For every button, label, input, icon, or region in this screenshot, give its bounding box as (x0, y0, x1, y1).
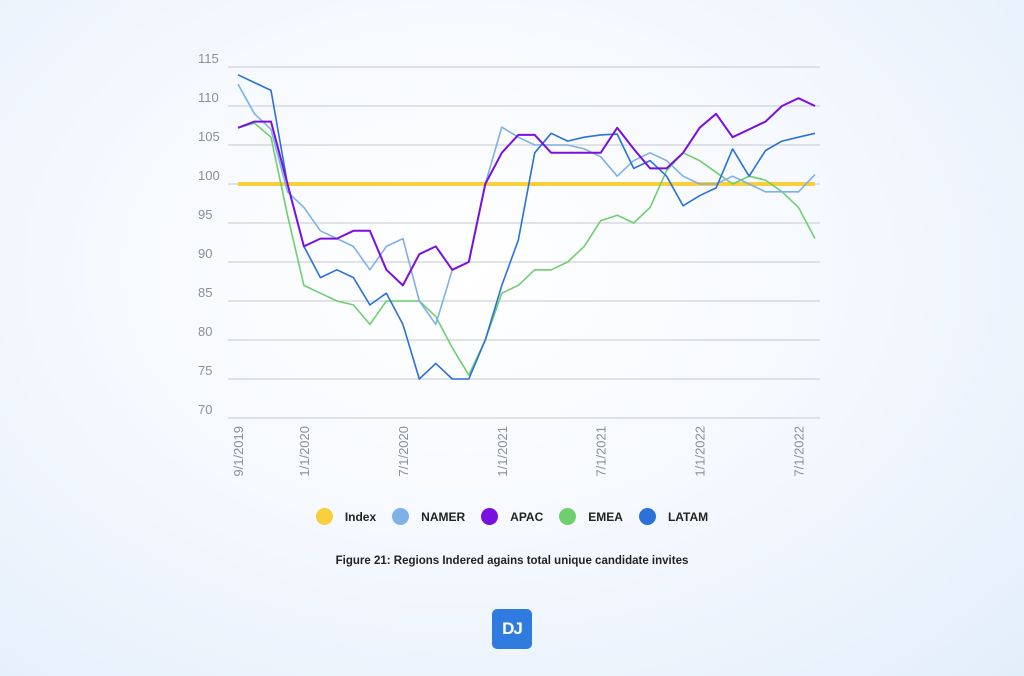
legend-label: APAC (510, 509, 544, 524)
legend: Index NAMER APAC EMEA LATAM (0, 508, 1024, 525)
series-line-apac (237, 97, 816, 287)
y-tick-label: 105 (198, 129, 220, 144)
y-tick-label: 95 (198, 207, 212, 222)
x-tick-label: 7/1/2020 (396, 426, 411, 477)
x-tick-label: 7/1/2022 (792, 426, 807, 477)
y-tick-label: 70 (198, 402, 212, 417)
legend-item-apac: APAC (481, 508, 543, 525)
y-tick-label: 75 (198, 363, 212, 378)
legend-item-index: Index (315, 508, 377, 525)
x-tick-label: 7/1/2021 (594, 426, 609, 477)
figure-caption: Figure 21: Regions Indered agains total … (335, 555, 689, 567)
x-tick-label: 1/1/2022 (693, 426, 708, 477)
legend-label: NAMER (421, 509, 466, 524)
legend-dot-icon (638, 508, 656, 525)
y-tick-label: 80 (198, 324, 212, 339)
legend-dot-icon (559, 508, 577, 525)
legend-item-latam: LATAM (638, 508, 709, 525)
legend-label: Index (344, 509, 377, 524)
dj-logo: DJ (492, 609, 532, 649)
legend-item-namer: NAMER (392, 508, 465, 525)
legend-dot-icon (481, 508, 499, 525)
series-line-namer (237, 83, 816, 326)
legend-label: EMEA (588, 509, 623, 524)
series-line-latam (237, 74, 816, 380)
x-tick-label: 9/1/2019 (231, 426, 246, 477)
y-tick-label: 110 (198, 90, 219, 105)
legend-dot-icon (315, 508, 333, 525)
x-tick-label: 1/1/2020 (297, 426, 312, 477)
y-tick-label: 85 (198, 285, 212, 300)
legend-dot-icon (392, 508, 410, 525)
legend-item-emea: EMEA (559, 508, 623, 525)
legend-label: LATAM (667, 509, 709, 524)
y-tick-label: 115 (198, 51, 219, 66)
x-tick-label: 1/1/2021 (495, 426, 510, 477)
y-tick-label: 90 (198, 246, 212, 261)
logo-text: DJ (502, 619, 523, 638)
y-tick-label: 100 (198, 168, 220, 183)
series-line-emea (237, 122, 816, 376)
line-chart: 70 75 80 85 90 95 100 105 110 115 9/1/2019 1/1/2020… (198, 51, 820, 477)
